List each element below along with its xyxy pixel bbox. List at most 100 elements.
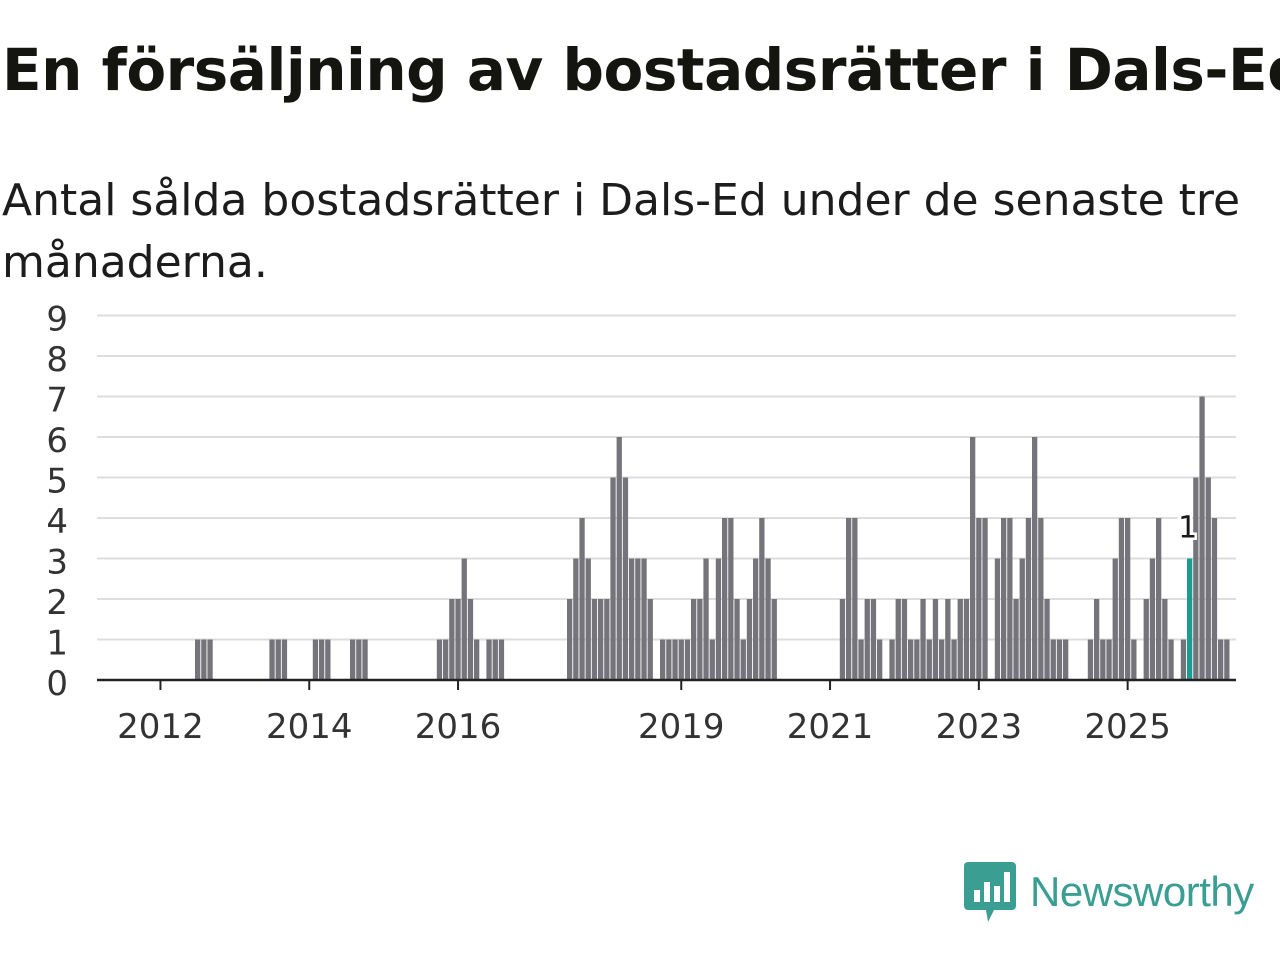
bar (312, 639, 319, 680)
bar (356, 639, 362, 680)
bar (722, 518, 728, 680)
bar (715, 558, 722, 680)
x-tick-label: 2023 (936, 707, 1023, 747)
bar (647, 599, 653, 680)
bar (870, 599, 877, 680)
y-tick-label: 7 (46, 381, 68, 421)
bar (901, 599, 908, 680)
bar (1125, 518, 1131, 680)
bar (1162, 599, 1168, 680)
bar (672, 639, 678, 680)
bar (641, 558, 647, 680)
bar (1019, 558, 1025, 680)
bar (864, 599, 870, 680)
bar (926, 639, 932, 680)
bar (734, 599, 740, 680)
bar (436, 639, 443, 680)
bar (275, 639, 281, 680)
chart-subtitle: Antal sålda bostadsrätter i Dals-Ed unde… (2, 175, 1241, 288)
x-tick-label: 2016 (415, 707, 502, 747)
y-tick-label: 1 (46, 624, 68, 664)
bar (319, 639, 325, 680)
bar (1038, 518, 1044, 680)
bar (691, 599, 697, 680)
y-tick-label: 9 (46, 300, 68, 340)
bar (759, 518, 765, 680)
bar (1187, 558, 1193, 680)
bar (939, 639, 945, 680)
bar (585, 558, 591, 680)
y-tick-label: 6 (46, 421, 68, 461)
bar (1211, 518, 1218, 680)
y-tick-label: 0 (46, 664, 68, 704)
bars (195, 396, 1230, 680)
bar (951, 639, 957, 680)
bar (765, 558, 771, 680)
bar (1149, 558, 1156, 680)
bar (889, 639, 895, 680)
bar (895, 599, 901, 680)
bar (709, 639, 715, 680)
bar (846, 518, 852, 680)
bar (1032, 437, 1038, 680)
bar (957, 599, 963, 680)
annotation-label: 1 (1178, 511, 1197, 546)
bar (1087, 639, 1094, 680)
bar (567, 599, 573, 680)
bar (1112, 558, 1118, 680)
bar (498, 639, 505, 680)
y-tick-label: 5 (46, 462, 68, 502)
bar (1199, 396, 1205, 680)
bar (1100, 639, 1106, 680)
bar (963, 599, 970, 680)
bar (684, 639, 691, 680)
bar (970, 437, 976, 680)
bar (858, 639, 864, 680)
newsworthy-logo-icon (964, 862, 1016, 922)
bar (604, 599, 610, 680)
bar (753, 558, 759, 680)
bar (455, 599, 461, 680)
bar (1224, 639, 1230, 680)
bar (1118, 518, 1125, 680)
bar (1193, 477, 1199, 680)
bar (728, 518, 734, 680)
bar (207, 639, 213, 680)
y-tick-label: 8 (46, 340, 68, 380)
bar (771, 599, 777, 680)
annotation-marker (1176, 515, 1187, 526)
y-tick-label: 4 (46, 502, 68, 542)
y-tick-label: 3 (46, 543, 68, 583)
bar (281, 639, 288, 680)
bar (976, 518, 982, 680)
x-axis: 2012 2014 2016 2019 2021 2023 2025 (97, 678, 1236, 747)
x-tick-label: 2019 (638, 707, 725, 747)
bar (461, 558, 467, 680)
annotation: 1 (1176, 508, 1200, 548)
bar (660, 639, 666, 680)
x-tick-label: 2012 (117, 707, 204, 747)
bar (932, 599, 939, 680)
bar (740, 639, 746, 680)
bar (610, 477, 616, 680)
bar (697, 599, 703, 680)
bar (1106, 639, 1112, 680)
bar (920, 599, 926, 680)
x-tick-label: 2014 (266, 707, 353, 747)
bar (350, 639, 356, 680)
bar (449, 599, 455, 680)
bar (635, 558, 641, 680)
bar (1056, 639, 1063, 680)
bar (678, 639, 684, 680)
bar (474, 639, 480, 680)
x-tick-label: 2021 (787, 707, 874, 747)
bar (443, 639, 449, 680)
y-tick-label: 2 (46, 583, 68, 623)
bar (945, 599, 951, 680)
bar (982, 518, 988, 680)
bar (195, 639, 201, 680)
bar (362, 639, 368, 680)
bar (1094, 599, 1100, 680)
bar (1044, 599, 1050, 680)
